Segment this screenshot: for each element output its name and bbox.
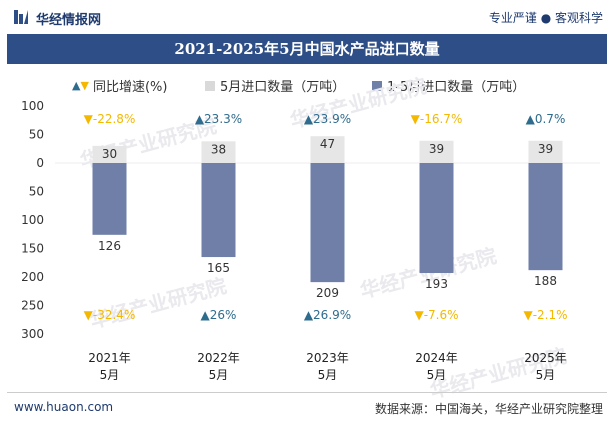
footer-website: www.huaon.com [14, 400, 114, 414]
y-tick-label: 250 [21, 299, 44, 313]
footer-source: 数据来源：中国海关，华经产业研究院整理 [374, 402, 603, 416]
bar-may [92, 145, 127, 163]
up-triangle-icon: ▲ [72, 79, 81, 92]
bar-ytd-label: 126 [98, 239, 121, 253]
logo-icon [14, 10, 28, 24]
x-tick-label: 2025年 [524, 351, 567, 365]
bar-ytd [201, 163, 236, 258]
yoy-may-label: ▼-22.8% [84, 112, 136, 126]
y-tick-label: 100 [21, 99, 44, 113]
yoy-may-label: ▼-16.7% [411, 112, 463, 126]
yoy-ytd-label: ▼-2.1% [523, 308, 567, 322]
legend-yoy-label: 同比增速(%) [92, 80, 168, 95]
slogan: 专业严谨 ● 客观科学 [488, 11, 603, 25]
bar-may [419, 140, 454, 163]
chart-legend: ▲ ▼ 同比增速(%) 5月进口数量（万吨） 1-5月进口数量（万吨） [0, 76, 615, 96]
bar-may-label: 47 [320, 137, 335, 151]
legend-may-label: 5月进口数量（万吨） [220, 80, 346, 95]
bar-may-label: 39 [429, 142, 444, 156]
footer-divider [7, 392, 607, 393]
bar-ytd-label: 188 [534, 274, 557, 288]
watermark-text: 华经产业研究院 [87, 274, 228, 333]
chart-title: 2021-2025年5月中国水产品进口数量 [7, 34, 607, 64]
x-tick-label: 5月 [209, 368, 229, 382]
bar-ytd [528, 163, 563, 271]
bar-may-label: 38 [211, 142, 226, 156]
bar-may [201, 141, 236, 163]
legend-may: 5月进口数量（万吨） [205, 76, 345, 95]
y-tick-label: 100 [21, 213, 44, 227]
y-tick-label: 300 [21, 327, 44, 341]
legend-ytd: 1-5月进口数量（万吨） [372, 76, 525, 95]
x-tick-label: 5月 [536, 368, 556, 382]
y-tick-label: 150 [21, 242, 44, 256]
x-tick-label: 2021年 [88, 351, 131, 365]
y-tick-label: 200 [21, 270, 44, 284]
bar-may [310, 136, 345, 163]
bar-ytd [92, 163, 127, 235]
legend-may-swatch [205, 80, 215, 91]
yoy-ytd-label: ▼-32.4% [84, 308, 136, 322]
bar-ytd [419, 163, 454, 274]
down-triangle-icon: ▼ [80, 79, 89, 92]
bar-ytd [310, 163, 345, 283]
yoy-may-label: ▲23.9% [304, 112, 351, 126]
x-tick-label: 2022年 [197, 351, 240, 365]
yoy-ytd-label: ▼-7.6% [414, 308, 458, 322]
bar-may [528, 140, 563, 163]
yoy-ytd-label: ▲26% [201, 308, 237, 322]
x-tick-label: 5月 [427, 368, 447, 382]
y-tick-label: 0 [36, 156, 44, 170]
top-bar: 华经情报网 专业严谨 ● 客观科学 [0, 0, 615, 34]
yoy-ytd-label: ▲26.9% [304, 308, 351, 322]
legend-yoy: ▲ ▼ 同比增速(%) [72, 76, 167, 95]
x-tick-label: 2023年 [306, 351, 349, 365]
x-tick-label: 5月 [100, 368, 120, 382]
bar-ytd-label: 193 [425, 277, 448, 291]
y-tick-label: 50 [29, 185, 44, 199]
bar-ytd-label: 165 [207, 261, 230, 275]
x-tick-label: 2024年 [415, 351, 458, 365]
x-tick-label: 5月 [318, 368, 338, 382]
bar-may-label: 39 [538, 142, 553, 156]
brand-name: 华经情报网 [36, 13, 102, 28]
yoy-may-label: ▲0.7% [526, 112, 566, 126]
y-tick-label: 50 [29, 128, 44, 142]
legend-ytd-swatch [372, 80, 382, 91]
bar-ytd-label: 209 [316, 286, 339, 300]
legend-ytd-label: 1-5月进口数量（万吨） [387, 80, 526, 95]
yoy-may-label: ▲23.3% [195, 112, 242, 126]
bar-may-label: 30 [102, 147, 117, 161]
